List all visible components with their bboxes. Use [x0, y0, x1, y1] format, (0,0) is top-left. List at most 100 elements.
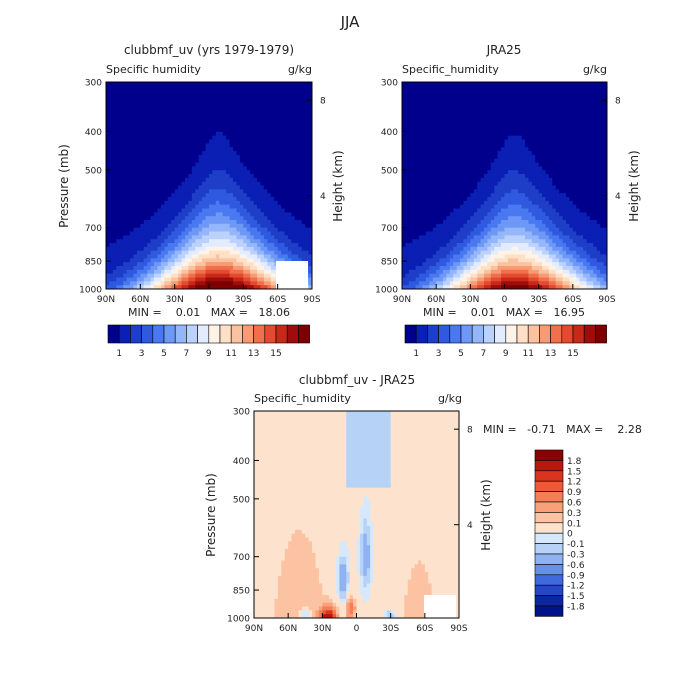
field-cell [425, 112, 430, 118]
field-cell [270, 97, 275, 102]
field-cell [308, 112, 312, 118]
field-cell [305, 82, 310, 87]
field-cell [260, 128, 265, 133]
field-cell [226, 151, 231, 156]
field-cell [443, 147, 448, 152]
field-cell [277, 193, 282, 198]
field-cell [133, 200, 138, 206]
field-cell [257, 85, 262, 91]
field-cell [116, 97, 121, 102]
field-cell [412, 105, 417, 110]
field-cell [473, 235, 478, 240]
field-cell [202, 246, 207, 252]
field-cell [439, 120, 444, 125]
field-cell [446, 258, 451, 263]
field-cell [429, 108, 434, 114]
field-cell [233, 204, 238, 210]
field-cell [497, 258, 502, 263]
field-cell [167, 177, 172, 183]
field-cell [133, 162, 138, 167]
field-cell [202, 82, 207, 87]
field-cell [239, 262, 244, 267]
field-cell [184, 204, 189, 210]
field-cell [274, 246, 279, 252]
field-cell [484, 112, 489, 118]
field-cell [215, 243, 220, 248]
field-cell [473, 128, 478, 133]
field-cell [106, 120, 111, 125]
field-cell [160, 105, 165, 110]
field-cell [147, 246, 152, 252]
field-cell [263, 162, 268, 167]
field-cell [123, 85, 128, 91]
field-cell [126, 131, 131, 137]
field-cell [263, 216, 268, 221]
field-cell [473, 101, 478, 106]
field-cell [246, 105, 251, 110]
field-cell [229, 189, 234, 194]
field-cell [446, 93, 451, 98]
field-cell [270, 204, 275, 210]
y-tick-label: 400 [85, 128, 102, 138]
field-cell [198, 285, 203, 289]
field-cell [171, 250, 176, 256]
field-cell [219, 269, 224, 275]
field-cell [229, 239, 234, 244]
field-cell [487, 193, 492, 198]
field-cell [298, 185, 303, 190]
field-cell [123, 231, 128, 236]
field-cell [294, 250, 299, 256]
field-cell [477, 170, 482, 175]
field-cell [209, 243, 214, 248]
field-cell [291, 220, 296, 225]
field-cell [439, 170, 444, 175]
field-cell [436, 243, 441, 248]
field-cell [174, 197, 179, 202]
field-cell [219, 277, 224, 282]
panel-subtitle-right: g/kg [288, 63, 312, 76]
field-cell [490, 200, 495, 206]
field-cell [150, 254, 155, 259]
field-cell [477, 147, 482, 152]
field-cell [233, 250, 238, 256]
field-cell [298, 239, 303, 244]
field-cell [436, 220, 441, 225]
field-cell [239, 235, 244, 240]
field-cell [112, 85, 117, 91]
field-cell [246, 108, 251, 114]
field-cell [419, 85, 424, 91]
field-cell [402, 120, 407, 125]
field-cell [191, 166, 196, 171]
field-cell [171, 112, 176, 118]
field-cell [449, 124, 454, 129]
field-cell [473, 254, 478, 259]
field-cell [119, 189, 124, 194]
field-cell [419, 147, 424, 152]
field-cell [171, 151, 176, 156]
field-cell [477, 139, 482, 144]
field-cell [274, 85, 279, 91]
field-cell [494, 162, 499, 167]
field-cell [504, 143, 509, 148]
field-cell [215, 97, 220, 102]
field-cell [160, 208, 165, 213]
field-cell [109, 231, 114, 236]
colorbar-label: 9 [206, 349, 212, 359]
field-cell [470, 101, 475, 106]
field-cell [236, 189, 241, 194]
field-cell [243, 170, 248, 175]
field-cell [130, 162, 135, 167]
field-cell [226, 120, 231, 125]
field-cell [504, 135, 509, 141]
field-cell [415, 197, 420, 202]
field-cell [147, 135, 152, 141]
field-cell [157, 177, 162, 183]
field-cell [305, 154, 310, 160]
field-cell [412, 143, 417, 148]
field-cell [291, 174, 296, 179]
field-cell [305, 101, 310, 106]
field-cell [164, 89, 169, 95]
field-cell [160, 227, 165, 233]
field-cell [402, 208, 407, 213]
field-cell [250, 254, 255, 259]
